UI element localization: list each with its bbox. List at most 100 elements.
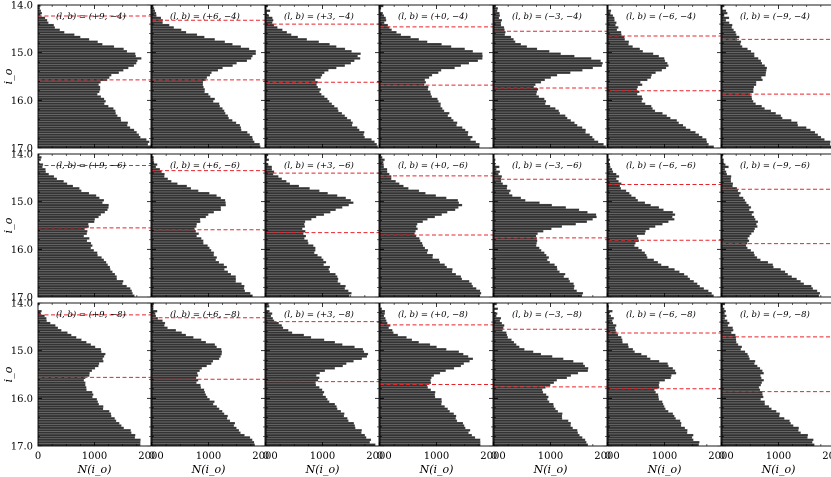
histogram-bar	[722, 388, 761, 391]
histogram-bar	[266, 26, 278, 29]
histogram-bar	[38, 379, 84, 382]
histogram-bar	[494, 345, 520, 349]
histogram-bar	[722, 102, 756, 105]
histogram-bar	[380, 100, 439, 103]
y-tick-label: 16.0	[11, 96, 33, 107]
histogram-bar	[494, 187, 507, 190]
histogram-bar	[380, 16, 386, 20]
histogram-bar	[38, 321, 51, 325]
histogram-bar	[38, 230, 88, 233]
histogram-bar	[722, 343, 739, 346]
histogram-bar	[380, 97, 438, 101]
histogram-bar	[266, 305, 270, 308]
histogram-bar	[608, 126, 686, 129]
histogram-bar	[38, 292, 133, 295]
histogram-bar	[38, 386, 87, 389]
histogram-bar	[266, 275, 338, 278]
histogram-bar	[152, 104, 220, 108]
histogram-bar	[494, 429, 578, 432]
histogram-bar	[494, 211, 588, 214]
histogram-bar	[266, 83, 317, 86]
histogram-bar	[152, 215, 206, 219]
histogram-bar	[494, 54, 575, 58]
histogram-bar	[152, 400, 215, 403]
histogram-bar	[608, 220, 669, 223]
histogram-bar	[38, 324, 56, 327]
histogram-bar	[722, 333, 736, 337]
x-tick-label: 0	[377, 451, 383, 462]
histogram-bar	[38, 35, 81, 39]
histogram-bar	[494, 104, 551, 108]
histogram-bar	[380, 33, 401, 36]
histogram-bar	[266, 208, 336, 211]
histogram-bar	[494, 261, 550, 264]
histogram-bar	[494, 194, 513, 197]
histogram-bar	[266, 104, 335, 108]
y-tick-label: 14.0	[11, 1, 33, 12]
histogram-bar	[38, 52, 136, 55]
histogram-bar	[266, 156, 268, 159]
histogram-bar	[722, 43, 741, 46]
histogram-bar	[38, 12, 42, 15]
x-tick-label: 0	[263, 451, 269, 462]
histogram-bar	[494, 206, 566, 209]
histogram-bar	[494, 369, 588, 372]
histogram-bar	[266, 131, 365, 134]
histogram-bar	[608, 282, 698, 285]
histogram-bar	[152, 443, 255, 446]
histogram-bar	[608, 292, 712, 295]
histogram-bar	[152, 307, 154, 310]
histogram-bar	[38, 319, 47, 322]
histogram-bar	[608, 33, 622, 36]
histogram-bar	[152, 265, 227, 269]
histogram-bar	[38, 407, 104, 411]
histogram-bar	[722, 73, 766, 77]
histogram-bar	[266, 284, 346, 288]
histogram-bar	[380, 350, 459, 353]
histogram-bar	[152, 225, 197, 228]
histogram-bar	[380, 249, 429, 252]
histogram-bar	[494, 244, 537, 247]
histogram-bar	[152, 305, 154, 308]
histogram-bar	[152, 112, 226, 115]
histogram-bar	[380, 143, 480, 146]
histogram-bar	[494, 395, 549, 399]
histogram-bar	[152, 303, 154, 306]
histogram-bar	[38, 158, 41, 161]
histogram-bar	[722, 133, 818, 136]
histogram-bar	[494, 341, 514, 344]
histogram-bar	[494, 284, 575, 288]
histogram-bar	[722, 218, 756, 221]
histogram-bar	[266, 145, 378, 148]
histogram-bar	[152, 386, 201, 389]
histogram-bar	[380, 95, 432, 98]
histogram-bar	[494, 263, 555, 266]
histogram-bar	[266, 109, 339, 113]
histogram-bar	[380, 362, 464, 365]
histogram-bar	[38, 426, 124, 430]
histogram-bar	[494, 386, 546, 389]
histogram-bar	[152, 357, 220, 360]
histogram-bar	[494, 232, 538, 235]
histogram-bar	[494, 78, 545, 82]
histogram-bar	[38, 184, 73, 188]
histogram-bar	[494, 95, 539, 98]
histogram-bar	[722, 182, 733, 185]
histogram-bar	[38, 388, 87, 391]
histogram-bar	[494, 319, 500, 322]
histogram-bar	[608, 45, 633, 48]
histogram-bar	[38, 251, 98, 254]
histogram-bar	[38, 45, 115, 48]
histogram-bar	[266, 371, 320, 375]
histogram-bar	[152, 23, 170, 27]
histogram-bar	[494, 73, 558, 77]
histogram-bar	[494, 371, 579, 375]
histogram-bar	[494, 83, 536, 86]
histogram-bar	[380, 379, 431, 382]
histogram-bar	[494, 256, 549, 259]
histogram-bar	[494, 391, 544, 394]
histogram-bar	[38, 73, 112, 77]
histogram-bar	[266, 258, 324, 262]
histogram-bar	[152, 242, 204, 245]
histogram-bar	[494, 5, 496, 8]
